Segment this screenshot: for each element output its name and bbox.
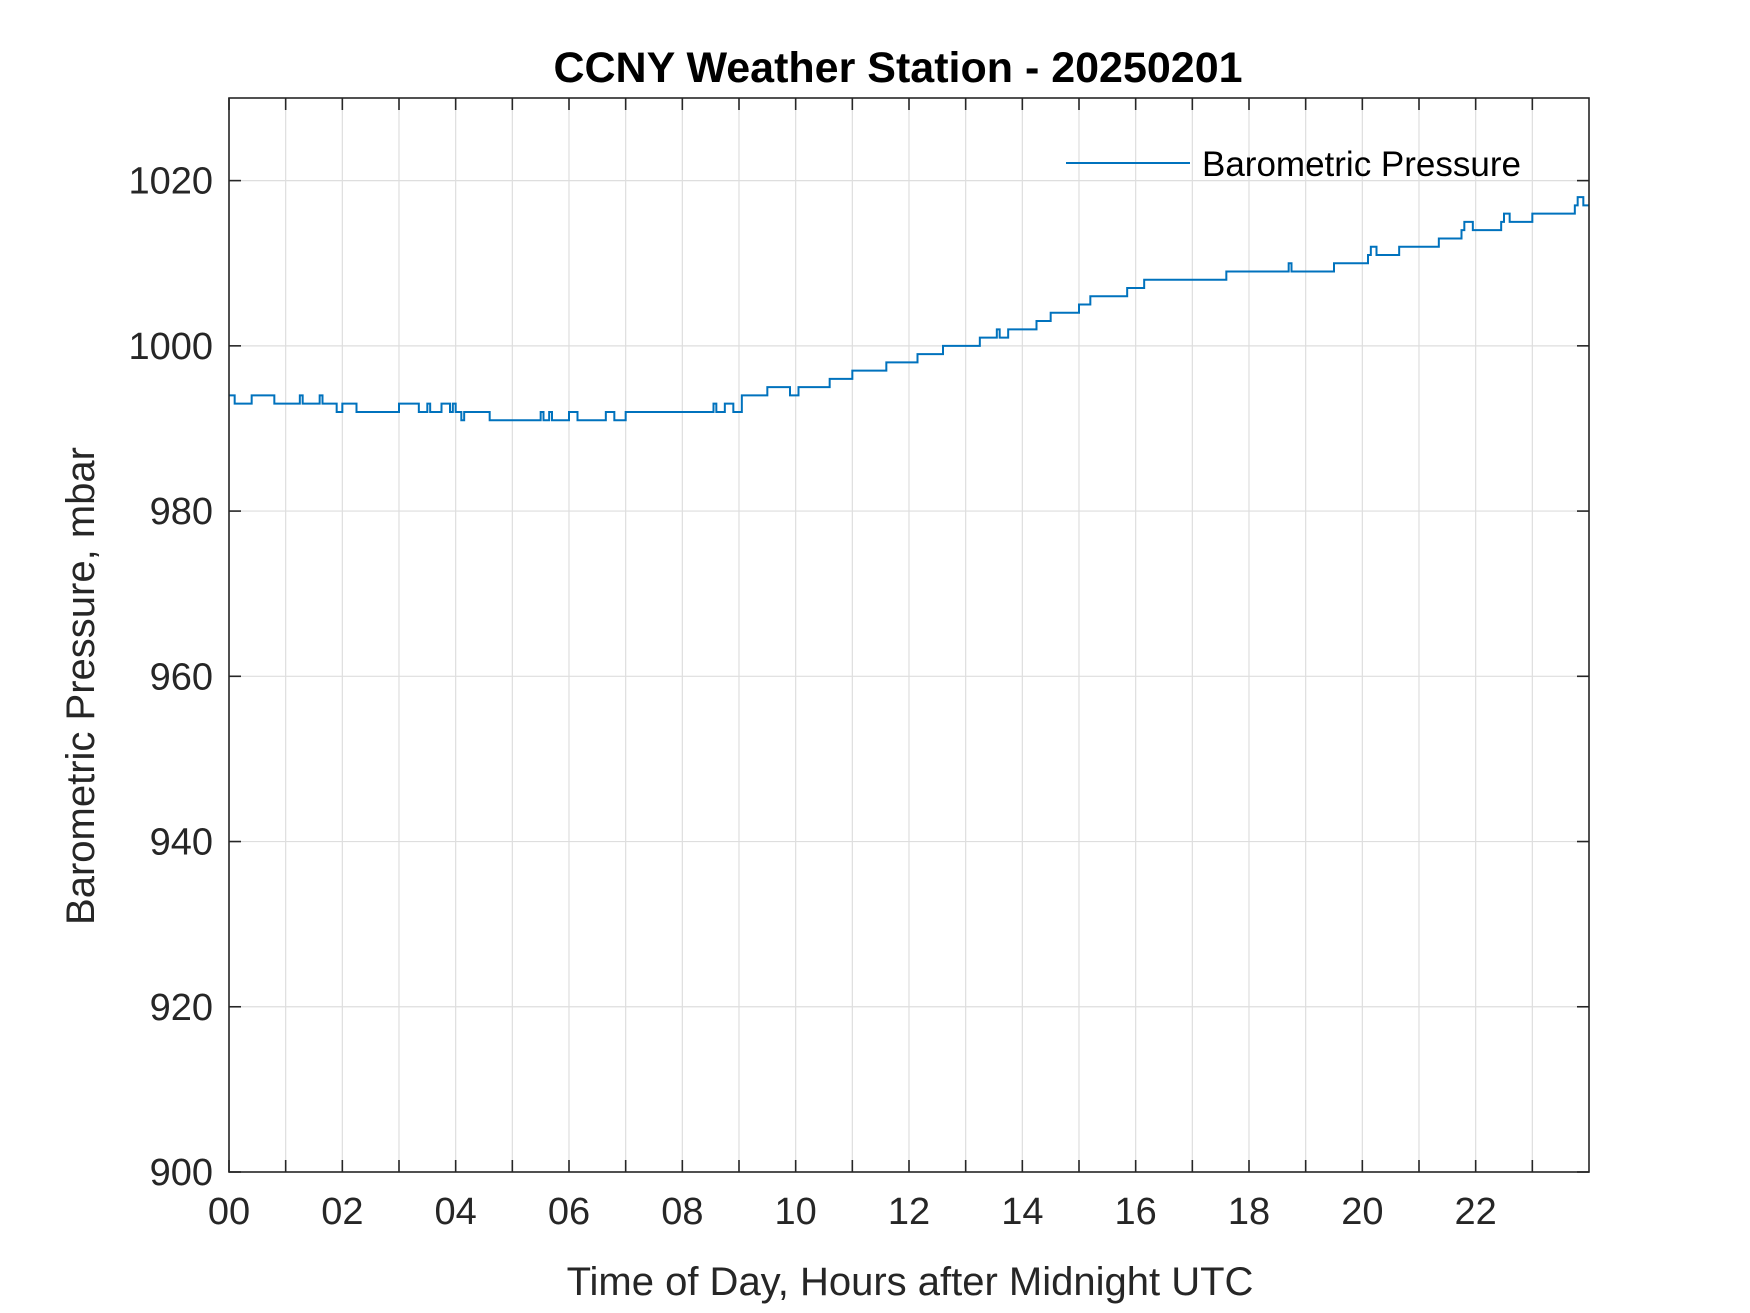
x-tick-label: 20: [1341, 1191, 1383, 1233]
y-tick-label: 1000: [128, 326, 213, 368]
x-axis-label: Time of Day, Hours after Midnight UTC: [567, 1260, 1254, 1304]
plot-frame: [228, 97, 1590, 1173]
x-tick-label: 08: [661, 1191, 703, 1233]
y-tick-label: 960: [150, 656, 213, 698]
series-line-barometric-pressure: [229, 196, 1589, 422]
x-tick-label: 22: [1455, 1191, 1497, 1233]
x-tick-label: 12: [888, 1191, 930, 1233]
x-tick-label: 14: [1001, 1191, 1043, 1233]
y-tick-label: 1020: [128, 161, 213, 203]
legend: Barometric Pressure: [1066, 145, 1521, 184]
x-tick-label: 00: [208, 1191, 250, 1233]
y-tick-label: 920: [150, 987, 213, 1029]
y-axis-label: Barometric Pressure, mbar: [59, 447, 103, 925]
x-tick-label: 02: [321, 1191, 363, 1233]
y-tick-label: 980: [150, 491, 213, 533]
y-tick-label: 900: [150, 1152, 213, 1194]
x-tick-labels: 00 02 04 06 08 10 12 14 16 18 20 22: [208, 1191, 1497, 1233]
x-tick-label: 10: [775, 1191, 817, 1233]
chart-title: CCNY Weather Station - 20250201: [553, 44, 1242, 92]
legend-label-barometric-pressure: Barometric Pressure: [1202, 145, 1521, 184]
y-tick-labels: 900 920 940 960 980 1000 1020: [128, 161, 213, 1194]
x-tick-label: 18: [1228, 1191, 1270, 1233]
y-tick-label: 940: [150, 822, 213, 864]
x-tick-label: 06: [548, 1191, 590, 1233]
x-tick-label: 16: [1115, 1191, 1157, 1233]
x-tick-label: 04: [435, 1191, 477, 1233]
